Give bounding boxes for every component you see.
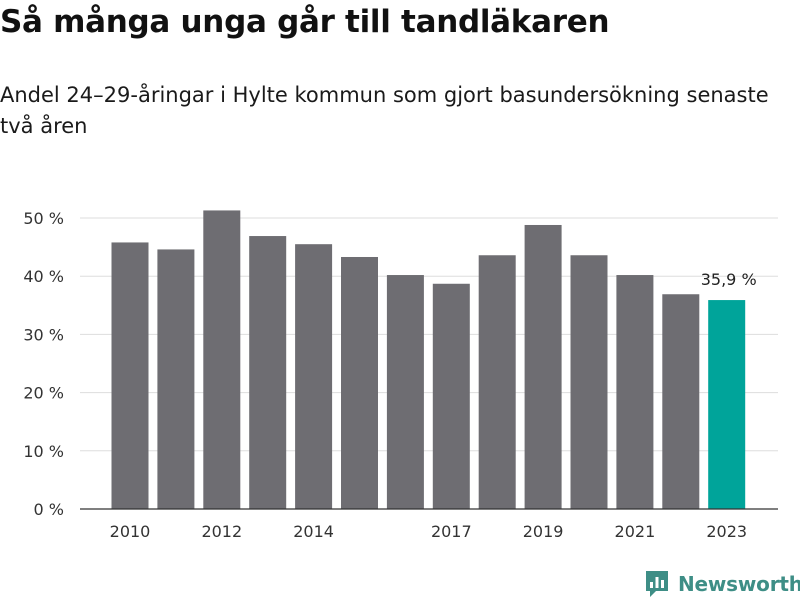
bar-2012 xyxy=(203,210,241,509)
y-tick-label: 0 % xyxy=(34,500,64,519)
x-tick-label: 2017 xyxy=(431,522,472,541)
y-tick-label: 30 % xyxy=(23,325,64,344)
axes: 0 % 10 % 20 % 30 % 40 % 50 % 2010 2012 2014 2017 2… xyxy=(23,209,778,541)
data-label-2023: 35,9 % xyxy=(701,270,757,289)
bar-2023 xyxy=(708,300,746,509)
chart-title: Så många unga går till tandläkaren xyxy=(0,4,610,40)
bar-2014 xyxy=(295,244,333,509)
bar-chart: 0 % 10 % 20 % 30 % 40 % 50 % 2010 2012 2014 2017 2… xyxy=(23,209,778,541)
x-tick-label: 2014 xyxy=(293,522,334,541)
x-tick-label: 2021 xyxy=(615,522,656,541)
bar-2011 xyxy=(157,249,195,510)
bars xyxy=(111,210,746,510)
bar-2018 xyxy=(478,255,516,509)
x-tick-label: 2012 xyxy=(201,522,242,541)
bar-2015 xyxy=(341,256,378,509)
chart-subtitle: Andel 24–29-åringar i Hylte kommun som g… xyxy=(0,83,769,138)
bar-2010 xyxy=(111,242,149,509)
y-tick-label: 20 % xyxy=(23,384,64,403)
bar-2016 xyxy=(386,275,424,509)
labels: 35,9 % xyxy=(701,270,757,289)
x-tick-label: 2023 xyxy=(706,522,747,541)
x-tick-label: 2010 xyxy=(110,522,151,541)
gridlines xyxy=(80,217,778,452)
newsworthy-logo: Newsworthy xyxy=(644,569,800,599)
bar-2019 xyxy=(524,224,562,509)
bar-2020 xyxy=(570,255,608,509)
bar-chart-logo-icon xyxy=(646,571,668,597)
bar-2017 xyxy=(432,283,470,509)
y-tick-label: 50 % xyxy=(23,209,64,228)
bar-2022 xyxy=(662,294,700,509)
bar-2021 xyxy=(616,275,654,509)
brand-name: Newsworthy xyxy=(678,572,800,596)
x-tick-label: 2019 xyxy=(523,522,564,541)
y-tick-label: 40 % xyxy=(23,267,64,286)
y-tick-label: 10 % xyxy=(23,442,64,461)
bar-2013 xyxy=(249,236,287,510)
